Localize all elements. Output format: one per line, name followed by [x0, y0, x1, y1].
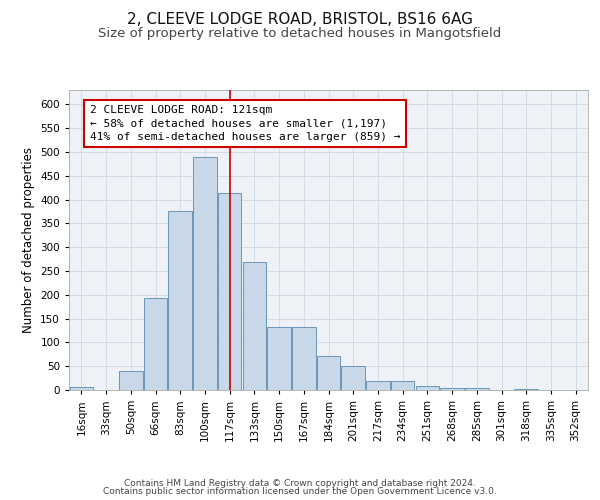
Bar	[514, 388, 538, 390]
Bar	[391, 382, 415, 390]
Text: Contains public sector information licensed under the Open Government Licence v3: Contains public sector information licen…	[103, 487, 497, 496]
Bar	[317, 356, 340, 390]
Bar	[70, 386, 93, 390]
Text: Size of property relative to detached houses in Mangotsfield: Size of property relative to detached ho…	[98, 28, 502, 40]
Text: 2, CLEEVE LODGE ROAD, BRISTOL, BS16 6AG: 2, CLEEVE LODGE ROAD, BRISTOL, BS16 6AG	[127, 12, 473, 28]
Bar	[144, 298, 167, 390]
Bar	[268, 326, 291, 390]
Bar	[366, 382, 389, 390]
Y-axis label: Number of detached properties: Number of detached properties	[22, 147, 35, 333]
Bar	[193, 156, 217, 390]
Bar	[218, 194, 241, 390]
Bar	[242, 262, 266, 390]
Bar	[119, 371, 143, 390]
Bar	[292, 326, 316, 390]
Bar	[416, 386, 439, 390]
Text: Contains HM Land Registry data © Crown copyright and database right 2024.: Contains HM Land Registry data © Crown c…	[124, 478, 476, 488]
Bar	[465, 388, 488, 390]
Bar	[440, 388, 464, 390]
Bar	[341, 366, 365, 390]
Text: 2 CLEEVE LODGE ROAD: 121sqm
← 58% of detached houses are smaller (1,197)
41% of : 2 CLEEVE LODGE ROAD: 121sqm ← 58% of det…	[90, 105, 401, 142]
Bar	[169, 212, 192, 390]
